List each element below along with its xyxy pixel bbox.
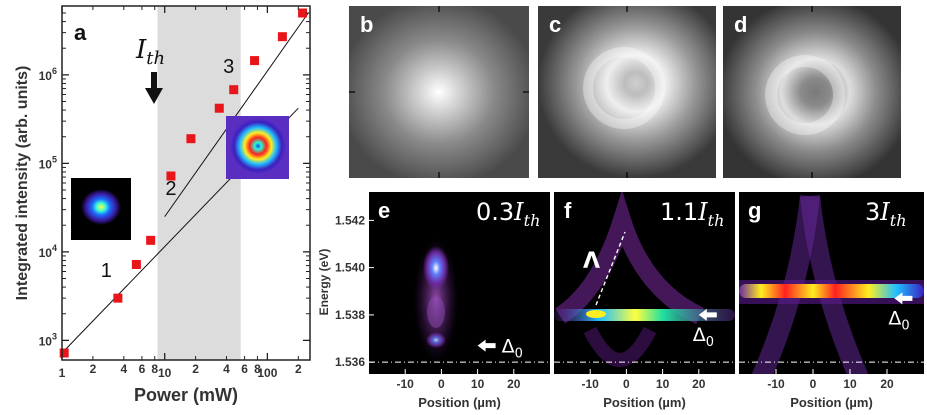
x-minor-tick-label: 4: [120, 362, 127, 376]
panel-e-spectrum: e 0.3Ith: [369, 192, 550, 374]
data-point-1: [59, 348, 69, 358]
y-tick-label-e: 1.538: [335, 308, 365, 322]
x-axis-label-e: Position (µm): [418, 395, 501, 410]
fit-line-2: [164, 12, 309, 217]
left-arrow-icon: [477, 339, 496, 352]
panel-label-d: d: [734, 12, 747, 37]
point-labels: 1 2 3: [101, 56, 235, 282]
panel-label-e: e: [378, 198, 390, 223]
x-axis-label-g: Position (µm): [790, 395, 873, 410]
left-arrow-icon: [698, 308, 717, 321]
y-tick-label: 105: [39, 154, 57, 171]
x-tick-label-g: 20: [880, 377, 894, 391]
point-label-1: 1: [101, 260, 112, 282]
power-label-e: 0.3Ith: [476, 198, 540, 230]
panel-label-b: b: [360, 12, 373, 37]
data-point-3: [131, 259, 141, 269]
inset-above-threshold: [226, 116, 289, 179]
threshold-arrow-icon: [145, 72, 163, 104]
data-point-2: [113, 293, 123, 303]
panel-f-spectrum: Λ f 1.1Ith: [554, 192, 735, 374]
delta-label-e: Δ0: [502, 336, 523, 362]
x-minor-tick-label: 8: [151, 362, 158, 376]
x-minor-tick-label: 8: [254, 362, 261, 376]
data-point-4: [146, 235, 156, 245]
x-tick-label-e: 20: [507, 377, 521, 391]
delta-marker-e: Δ0: [477, 336, 523, 362]
x-tick-label-f: 0: [623, 377, 630, 391]
point-label-3: 3: [223, 56, 234, 78]
spectra-overlays: -10 0 10 20 Position (µm) 1.536 1.538 1.540 1.54…: [335, 213, 924, 410]
panel-label-c: c: [549, 12, 561, 37]
x-tick-label-e: -10: [397, 377, 415, 391]
x-minor-tick-label: 6: [139, 362, 146, 376]
data-point-7: [214, 103, 224, 113]
panel-c-image: c: [538, 6, 716, 178]
x-minor-tick-label: 2: [295, 362, 302, 376]
panel-g-spectrum: g 3Ith: [739, 192, 924, 374]
y-tick-label: 106: [39, 66, 57, 83]
x-axis-label: Power (mW): [134, 385, 238, 405]
delta-marker-f: Δ0: [693, 308, 717, 350]
lambda-annotation: Λ: [583, 249, 600, 274]
panel-label-f: f: [564, 198, 572, 223]
y-axis-label: Integrated intensity (arb. units): [14, 66, 31, 301]
data-point-6: [186, 134, 196, 144]
x-minor-tick-label: 4: [223, 362, 230, 376]
dispersion-guide-line: [595, 231, 626, 306]
data-point-11: [298, 8, 308, 18]
x-minor-tick-label: 2: [192, 362, 199, 376]
panel-label-a: a: [74, 20, 87, 45]
left-arrow-icon: [894, 292, 913, 305]
panel-d-image: d: [723, 6, 901, 178]
y-tick-label-e: 1.540: [335, 261, 365, 275]
inset-below-threshold: [71, 178, 131, 240]
delta-label-g: Δ0: [888, 307, 909, 333]
data-points: [59, 8, 308, 358]
x-tick-label-e: 0: [438, 377, 445, 391]
power-label-g: 3Ith: [865, 198, 907, 230]
point-label-2: 2: [165, 178, 176, 200]
x-tick-label-f: 10: [656, 377, 670, 391]
panel-label-g: g: [748, 198, 761, 223]
x-tick-label-e: 10: [471, 377, 485, 391]
power-label-f: 1.1Ith: [660, 198, 724, 230]
x-minor-tick-label: 6: [241, 362, 248, 376]
x-tick-label-g: -10: [767, 377, 785, 391]
x-tick-label: 100: [257, 366, 277, 380]
data-point-8: [229, 85, 239, 95]
y-axis-ticks: 103 104 105 106: [39, 5, 310, 348]
threshold-band: [157, 6, 241, 360]
panel-b-image: b: [349, 6, 529, 178]
x-tick-label: 10: [158, 366, 172, 380]
x-axis-label-f: Position (µm): [603, 395, 686, 410]
y-tick-label-e: 1.536: [335, 355, 365, 369]
y-tick-label-e: 1.542: [335, 213, 365, 227]
x-tick-label-g: 10: [843, 377, 857, 391]
x-tick-label-g: 0: [810, 377, 817, 391]
delta-marker-g: Δ0: [888, 292, 913, 333]
threshold-label: Ith: [135, 35, 165, 69]
data-point-5: [166, 171, 176, 181]
y-tick-label: 103: [39, 331, 57, 348]
x-minor-tick-label: 2: [90, 362, 97, 376]
x-tick-label: 1: [59, 366, 66, 380]
x-tick-label-f: -10: [582, 377, 600, 391]
delta-label-f: Δ0: [693, 324, 714, 350]
y-tick-label: 104: [39, 243, 57, 260]
data-point-10: [277, 32, 287, 42]
energy-axis-label: Energy (eV): [317, 249, 331, 316]
data-point-9: [250, 56, 260, 66]
x-tick-label-f: 20: [692, 377, 706, 391]
